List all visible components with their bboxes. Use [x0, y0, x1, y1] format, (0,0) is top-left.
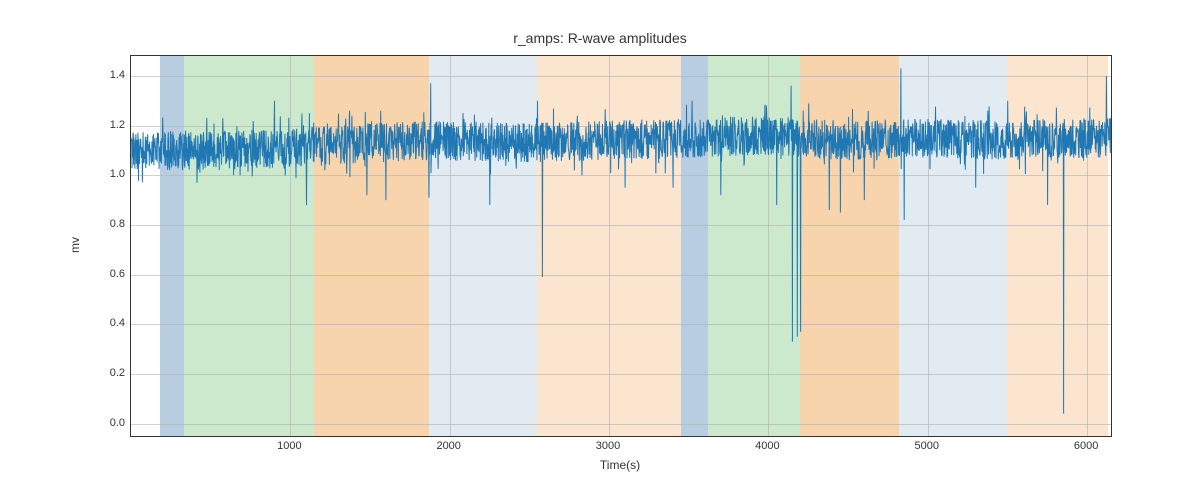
y-tick-label: 0.4 — [85, 317, 125, 329]
x-axis-label: Time(s) — [600, 458, 640, 472]
x-tick-label: 3000 — [596, 440, 620, 452]
y-axis-label: mv — [68, 237, 82, 253]
y-tick-label: 0.8 — [85, 218, 125, 230]
x-tick-label: 1000 — [277, 440, 301, 452]
chart-container: r_amps: R-wave amplitudes mv Time(s) 100… — [0, 0, 1200, 500]
y-tick-label: 0.6 — [85, 268, 125, 280]
chart-title: r_amps: R-wave amplitudes — [0, 30, 1200, 46]
y-tick-label: 0.0 — [85, 417, 125, 429]
plot-area — [130, 55, 1112, 437]
x-tick-label: 4000 — [755, 440, 779, 452]
signal-line — [131, 56, 1111, 436]
y-tick-label: 0.2 — [85, 367, 125, 379]
y-tick-label: 1.2 — [85, 119, 125, 131]
x-tick-label: 2000 — [436, 440, 460, 452]
x-tick-label: 5000 — [914, 440, 938, 452]
signal-path — [131, 68, 1111, 413]
y-tick-label: 1.4 — [85, 69, 125, 81]
x-tick-label: 6000 — [1074, 440, 1098, 452]
y-tick-label: 1.0 — [85, 168, 125, 180]
